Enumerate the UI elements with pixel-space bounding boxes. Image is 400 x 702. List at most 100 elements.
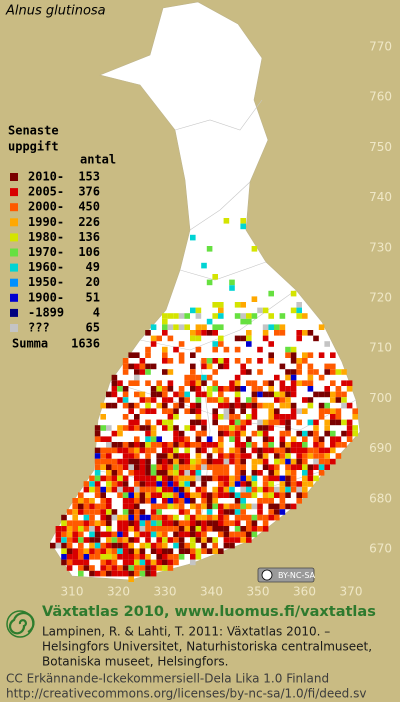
record-cell: [61, 514, 67, 521]
record-cell: [290, 290, 297, 297]
record-cell: [206, 458, 213, 465]
record-cell: [195, 313, 202, 319]
record-cell: [302, 464, 308, 470]
record-cell: [139, 391, 146, 398]
record-cell: [251, 481, 258, 487]
record-cell: [61, 554, 67, 560]
record-cell: [184, 324, 190, 330]
record-cell: [285, 464, 291, 470]
record-cell: [150, 470, 157, 476]
record-cell: [218, 486, 224, 493]
record-cell: [195, 402, 202, 409]
record-cell: [296, 313, 302, 319]
record-cell: [206, 453, 213, 459]
record-cell: [134, 486, 140, 493]
record-cell: [184, 486, 190, 493]
record-cell: [100, 436, 106, 442]
record-cell: [167, 503, 174, 510]
record-cell: [100, 514, 106, 521]
record-cell: [296, 358, 302, 364]
record-cell: [117, 425, 123, 431]
record-cell: [66, 520, 73, 526]
record-cell: [296, 419, 302, 426]
record-cell: [240, 313, 246, 319]
record-cell: [313, 442, 319, 448]
record-cell: [162, 391, 168, 398]
record-cell: [94, 548, 101, 554]
record-cell: [100, 570, 106, 577]
legend-label: 1960-: [28, 260, 64, 274]
record-cell: [302, 475, 308, 482]
record-cell: [268, 436, 274, 442]
record-cell: [240, 514, 246, 521]
legend-swatch: [10, 188, 18, 197]
record-cell: [251, 430, 258, 437]
record-cell: [139, 442, 146, 448]
record-cell: [78, 531, 84, 538]
record-cell: [117, 542, 123, 549]
record-cell: [72, 526, 78, 532]
record-cell: [240, 363, 246, 370]
record-cell: [139, 531, 146, 538]
record-cell: [313, 436, 319, 442]
record-cell: [117, 470, 123, 476]
record-cell: [173, 559, 179, 566]
record-cell: [262, 380, 269, 386]
record-cell: [223, 509, 230, 515]
record-cell: [184, 498, 190, 504]
record-cell: [279, 453, 286, 459]
record-cell: [122, 363, 129, 370]
record-cell: [111, 430, 118, 437]
record-cell: [167, 492, 174, 498]
record-cell: [212, 475, 218, 482]
cc-icon: [261, 569, 273, 581]
record-cell: [190, 520, 196, 526]
record-cell: [156, 548, 162, 554]
record-cell: [66, 559, 73, 566]
record-cell: [223, 537, 230, 543]
record-cell: [262, 526, 269, 532]
record-cell: [285, 419, 291, 426]
record-cell: [229, 458, 235, 465]
record-cell: [206, 475, 213, 482]
record-cell: [128, 402, 134, 409]
record-cell: [268, 503, 274, 510]
legend-count: 106: [78, 245, 100, 259]
record-cell: [111, 391, 118, 398]
record-cell: [139, 554, 146, 560]
record-cell: [206, 442, 213, 448]
record-cell: [262, 447, 269, 454]
record-cell: [156, 391, 162, 398]
record-cell: [134, 498, 140, 504]
record-cell: [134, 481, 140, 487]
count-header: antal: [80, 153, 116, 167]
record-cell: [94, 486, 101, 493]
record-cell: [106, 475, 112, 482]
record-cell: [262, 430, 269, 437]
record-cell: [128, 408, 134, 414]
record-cell: [229, 285, 235, 291]
record-cell: [178, 526, 185, 532]
record-cell: [234, 386, 241, 392]
record-cell: [134, 514, 140, 521]
record-cell: [234, 537, 241, 543]
record-cell: [134, 526, 140, 532]
record-cell: [251, 458, 258, 465]
record-cell: [262, 307, 269, 314]
record-cell: [251, 526, 258, 532]
record-cell: [156, 436, 162, 442]
record-cell: [274, 447, 280, 454]
record-cell: [178, 352, 185, 358]
record-cell: [262, 464, 269, 470]
record-cell: [246, 436, 252, 442]
record-cell: [330, 408, 336, 414]
northing-label: 770: [369, 40, 392, 54]
record-cell: [173, 313, 179, 319]
record-cell: [178, 458, 185, 465]
record-cell: [251, 520, 258, 526]
record-cell: [162, 514, 168, 521]
record-cell: [201, 520, 207, 526]
record-cell: [302, 313, 308, 319]
record-cell: [145, 554, 151, 560]
record-cell: [145, 514, 151, 521]
